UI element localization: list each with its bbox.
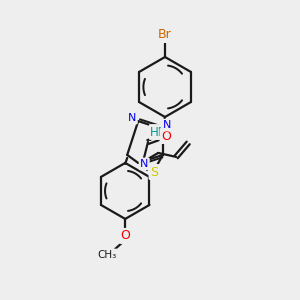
Text: CH₃: CH₃	[98, 250, 117, 260]
Text: O: O	[120, 230, 130, 242]
Text: N: N	[163, 120, 171, 130]
Text: N: N	[140, 159, 148, 169]
Text: HN: HN	[150, 125, 168, 139]
Text: O: O	[161, 130, 171, 142]
Text: Br: Br	[158, 28, 172, 41]
Text: S: S	[150, 166, 158, 178]
Text: N: N	[128, 113, 136, 123]
